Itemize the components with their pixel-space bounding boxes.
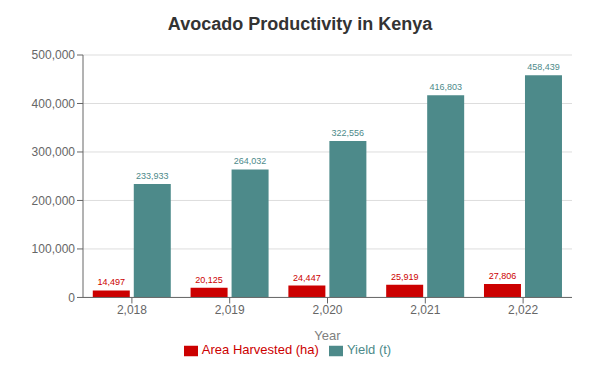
- svg-text:20,125: 20,125: [195, 275, 223, 285]
- svg-text:24,447: 24,447: [293, 273, 321, 283]
- svg-text:416,803: 416,803: [429, 82, 462, 92]
- svg-text:0: 0: [68, 291, 75, 305]
- svg-text:2,019: 2,019: [215, 303, 245, 317]
- svg-text:2,018: 2,018: [117, 303, 147, 317]
- svg-text:Year: Year: [314, 328, 341, 343]
- svg-text:322,556: 322,556: [332, 128, 365, 138]
- svg-text:2,022: 2,022: [508, 303, 538, 317]
- svg-text:100,000: 100,000: [32, 242, 76, 256]
- svg-text:14,497: 14,497: [98, 277, 126, 287]
- html-text:Yield (t): Yield (t): [346, 342, 392, 358]
- svg-text:27,806: 27,806: [489, 271, 517, 281]
- svg-text:300,000: 300,000: [32, 145, 76, 159]
- svg-text:400,000: 400,000: [32, 97, 76, 111]
- html-text:Area Harvested (ha): Area Harvested (ha): [201, 342, 319, 358]
- svg-text:500,000: 500,000: [32, 48, 76, 62]
- html-text:Avocado Productivity in Kenya: Avocado Productivity in Kenya: [167, 14, 433, 34]
- svg-text:2,020: 2,020: [312, 303, 342, 317]
- svg-text:25,919: 25,919: [391, 272, 419, 282]
- svg-text:233,933: 233,933: [136, 171, 169, 181]
- svg-text:264,032: 264,032: [234, 156, 267, 166]
- svg-text:458,439: 458,439: [527, 62, 560, 72]
- svg-text:2,021: 2,021: [410, 303, 440, 317]
- svg-text:200,000: 200,000: [32, 194, 76, 208]
